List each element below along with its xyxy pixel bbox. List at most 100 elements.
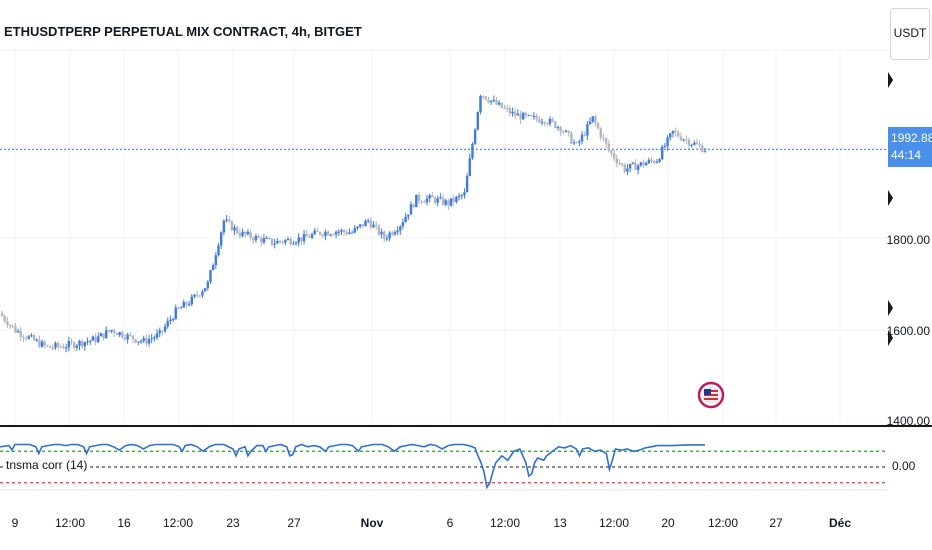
candle: [137, 341, 140, 346]
candle: [369, 216, 373, 230]
currency-label: USDT: [893, 26, 927, 40]
candle: [54, 341, 57, 350]
candle: [636, 164, 640, 175]
candle: [663, 142, 667, 149]
candle: [415, 194, 418, 208]
candle: [56, 341, 60, 351]
candle: [441, 194, 445, 207]
bar-countdown: 44:14: [891, 148, 922, 162]
candle: [460, 193, 463, 200]
candle: [615, 154, 618, 168]
candle: [72, 340, 76, 350]
candle: [530, 114, 533, 117]
candle: [449, 198, 453, 208]
candle: [22, 334, 25, 343]
candle: [570, 130, 573, 144]
candle: [225, 215, 228, 223]
candle: [19, 326, 22, 342]
candle: [284, 239, 287, 246]
candle: [527, 114, 530, 117]
candle: [313, 227, 316, 235]
candle: [399, 225, 402, 235]
candle: [155, 329, 159, 341]
candle: [489, 100, 493, 105]
candle: [11, 324, 14, 329]
candle: [83, 341, 87, 351]
candle: [685, 135, 688, 145]
candle: [126, 332, 129, 344]
candle: [134, 338, 137, 344]
candle: [492, 95, 496, 103]
candle: [236, 225, 239, 235]
candle: [233, 224, 236, 235]
candle: [177, 306, 180, 310]
candle: [420, 199, 423, 205]
candle: [48, 345, 52, 348]
candle: [6, 317, 9, 328]
candle: [682, 138, 685, 142]
candle: [497, 100, 501, 106]
time-tick: 27: [769, 516, 783, 530]
candle: [433, 196, 437, 206]
candle: [80, 339, 84, 350]
candle: [342, 228, 346, 236]
candle: [548, 116, 552, 127]
candle: [278, 240, 282, 244]
candle: [257, 234, 260, 239]
candle: [139, 339, 143, 344]
candle: [473, 128, 477, 146]
candle: [586, 121, 589, 140]
candle: [594, 114, 597, 128]
candle: [407, 214, 410, 221]
currency-selector[interactable]: USDT: [890, 8, 930, 60]
candle: [217, 243, 220, 257]
candle: [653, 159, 656, 165]
candle: [206, 279, 210, 291]
candle: [508, 105, 512, 117]
candle: [516, 109, 520, 116]
candle: [270, 238, 274, 247]
scale-arrow-icon: [888, 72, 893, 88]
scale-arrows: [888, 72, 893, 346]
candle: [567, 130, 570, 137]
candle: [452, 194, 455, 207]
candle: [503, 104, 506, 109]
last-price-tag: 1992.88 44:14: [888, 127, 932, 167]
candle: [67, 336, 71, 352]
candle: [78, 339, 81, 351]
scale-arrow-icon: [888, 190, 893, 206]
candle: [14, 322, 17, 333]
candle: [51, 344, 54, 351]
candle: [540, 118, 544, 126]
candle: [661, 144, 664, 160]
candle: [35, 338, 38, 342]
candle: [131, 335, 135, 344]
candle: [27, 334, 30, 340]
candle: [610, 149, 613, 157]
candle: [677, 129, 680, 138]
candle: [519, 110, 522, 124]
candle: [428, 193, 431, 203]
indicator-legend[interactable]: tnsma corr (14): [6, 458, 88, 472]
candle: [618, 159, 621, 166]
candle: [40, 339, 44, 348]
candle: [244, 231, 247, 238]
candle: [591, 116, 594, 124]
candle: [500, 102, 504, 109]
candle: [169, 315, 172, 325]
candle: [43, 339, 46, 349]
candle: [260, 236, 263, 247]
us-flag-event-icon[interactable]: [697, 375, 725, 415]
candle: [32, 333, 36, 341]
candle: [695, 138, 699, 145]
candle: [121, 329, 124, 340]
candle: [514, 107, 517, 119]
candle: [409, 201, 413, 215]
time-tick: Déc: [828, 516, 852, 530]
candle: [118, 331, 121, 338]
time-tick: 12:00: [489, 516, 521, 530]
candle: [522, 111, 525, 120]
candle: [89, 340, 92, 346]
candle: [145, 334, 148, 347]
